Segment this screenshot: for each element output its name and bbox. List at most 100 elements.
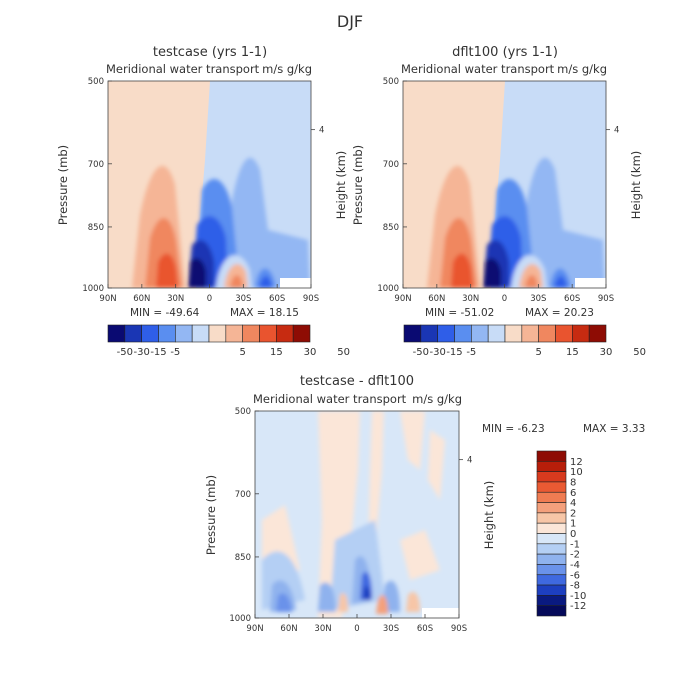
colorbar-label: 4: [570, 498, 576, 509]
colorbar-swatch: [141, 324, 159, 343]
colorbar-label: 10: [570, 467, 583, 478]
colorbar-label: 50: [633, 347, 646, 358]
x-tick-label: 90N: [99, 294, 116, 304]
y-axis-label-right: Height (km): [482, 481, 496, 550]
x-tick-label: 60S: [564, 294, 580, 304]
colorbar-swatch: [403, 324, 422, 343]
right-tick-label: 4: [319, 126, 324, 136]
y-axis-label-right: Height (km): [629, 151, 643, 220]
y-tick-label: 500: [88, 77, 104, 87]
y-axis-label: Pressure (mb): [204, 475, 218, 555]
colorbar-swatch: [555, 324, 573, 343]
x-tick-label: 60N: [280, 624, 297, 634]
colorbar-label: -12: [570, 601, 586, 612]
colorbar-swatch: [225, 324, 243, 343]
colorbar-swatch: [242, 324, 260, 343]
panel-subtitle-right: m/s g/kg: [412, 392, 462, 406]
colorbar-label: 12: [570, 457, 583, 468]
colorbar-label: -2: [570, 550, 580, 561]
colorbar-label: -8: [570, 581, 580, 592]
colorbar-swatch: [259, 324, 277, 343]
x-tick-label: 30N: [167, 294, 184, 304]
colorbar-swatch: [572, 324, 590, 343]
x-tick-label: 60S: [269, 294, 285, 304]
colorbar-label: -15: [446, 347, 462, 358]
right-tick-label: 4: [467, 456, 472, 466]
colorbar-swatch: [588, 324, 607, 343]
min-label: MIN = -6.23: [482, 423, 545, 435]
colorbar-swatch: [536, 574, 567, 586]
colorbar-label: -5: [170, 347, 180, 358]
y-axis-label: Pressure (mb): [351, 145, 365, 225]
panel-subtitle-left: Meridional water transport: [253, 392, 407, 406]
colorbar-label: 8: [570, 477, 576, 488]
min-label: MIN = -51.02: [425, 307, 494, 319]
colorbar-label: 6: [570, 488, 576, 499]
contour-field: [255, 411, 459, 618]
x-tick-label: 0: [207, 294, 212, 304]
panel-testcase: testcase (yrs 1-1) Meridional water tran…: [56, 45, 350, 358]
colorbar-label: -4: [570, 560, 580, 571]
colorbar-swatch: [536, 553, 567, 565]
colorbar-swatch: [536, 595, 567, 606]
max-label: MAX = 20.23: [525, 307, 594, 319]
x-tick-label: 90S: [598, 294, 614, 304]
colorbar-label: -15: [150, 347, 166, 358]
colorbar-label: 50: [337, 347, 350, 358]
x-tick-label: 30S: [530, 294, 546, 304]
colorbar-swatch: [191, 324, 210, 343]
colorbar-swatch: [471, 324, 489, 343]
panel-subtitle-left: Meridional water transport: [401, 62, 555, 76]
colorbar-swatch: [536, 584, 567, 596]
panel-title: dflt100 (yrs 1-1): [452, 45, 558, 60]
x-tick-label: 90S: [303, 294, 319, 304]
colorbar-label: 30: [600, 347, 613, 358]
colorbar-label: 15: [566, 347, 579, 358]
x-tick-label: 30N: [462, 294, 479, 304]
y-tick-label: 500: [383, 77, 399, 87]
x-tick-label: 30S: [235, 294, 251, 304]
colorbar-swatch: [536, 605, 567, 617]
right-tick-label: 4: [614, 126, 619, 136]
colorbar-swatch: [420, 324, 438, 343]
panel-dflt100: dflt100 (yrs 1-1) Meridional water trans…: [351, 45, 646, 358]
y-axis-label-right: Height (km): [334, 151, 348, 220]
y-tick-label: 850: [88, 223, 104, 233]
colorbar-label: -30: [133, 347, 149, 358]
y-axis-label: Pressure (mb): [56, 145, 70, 225]
y-tick-label: 1000: [229, 614, 251, 624]
y-tick-label: 1000: [377, 284, 399, 294]
colorbar-swatch: [536, 543, 567, 555]
colorbar-swatch: [521, 324, 539, 343]
y-tick-label: 1000: [82, 284, 104, 294]
colorbar-swatch: [175, 324, 193, 343]
x-tick-label: 90N: [394, 294, 411, 304]
y-tick-label: 700: [383, 160, 399, 170]
x-tick-label: 60N: [133, 294, 150, 304]
colorbar-label: 30: [304, 347, 317, 358]
max-label: MAX = 3.33: [583, 423, 645, 435]
colorbar-label: 1: [570, 519, 576, 530]
colorbar-swatch: [107, 324, 126, 343]
y-tick-label: 850: [235, 553, 251, 563]
colorbar-swatch: [536, 491, 567, 503]
panel-subtitle-left: Meridional water transport: [106, 62, 260, 76]
panel-title: testcase - dflt100: [300, 374, 414, 389]
colorbar-swatch: [504, 324, 523, 343]
colorbar-swatch: [208, 324, 227, 343]
colorbar-swatch: [536, 512, 567, 524]
panel-subtitle-right: m/s g/kg: [262, 62, 312, 76]
colorbar-label: -6: [570, 570, 580, 581]
colorbar-swatch: [536, 471, 567, 483]
colorbar-swatch: [536, 450, 567, 462]
colorbar-swatch: [276, 324, 294, 343]
figure-title: DJF: [337, 12, 363, 31]
x-tick-label: 0: [502, 294, 507, 304]
max-label: MAX = 18.15: [230, 307, 299, 319]
colorbar-swatch: [536, 564, 567, 576]
y-tick-label: 500: [235, 407, 251, 417]
colorbar-swatch: [538, 324, 556, 343]
colorbar-label: -10: [570, 591, 586, 602]
colorbar-swatch: [536, 481, 567, 493]
